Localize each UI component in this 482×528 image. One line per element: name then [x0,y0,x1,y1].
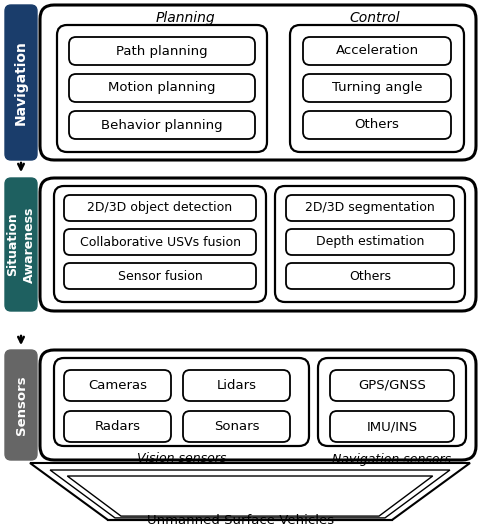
Text: Navigation sensors: Navigation sensors [333,452,452,466]
Text: Unmanned Surface Vehicles: Unmanned Surface Vehicles [147,514,335,527]
FancyBboxPatch shape [40,5,476,160]
FancyBboxPatch shape [5,350,37,460]
Text: Sonars: Sonars [214,420,259,433]
FancyBboxPatch shape [40,178,476,311]
FancyBboxPatch shape [183,370,290,401]
Text: Navigation: Navigation [14,40,28,125]
Text: Sensors: Sensors [14,375,27,435]
FancyBboxPatch shape [290,25,464,152]
FancyBboxPatch shape [69,74,255,102]
Text: Acceleration: Acceleration [335,44,418,58]
FancyBboxPatch shape [69,37,255,65]
FancyBboxPatch shape [303,111,451,139]
FancyBboxPatch shape [64,370,171,401]
FancyBboxPatch shape [64,195,256,221]
Text: Others: Others [349,269,391,282]
Text: 2D/3D segmentation: 2D/3D segmentation [305,202,435,214]
Text: Sensor fusion: Sensor fusion [118,269,202,282]
FancyBboxPatch shape [330,411,454,442]
FancyBboxPatch shape [54,358,309,446]
Text: Situation
Awareness: Situation Awareness [6,206,36,282]
FancyBboxPatch shape [57,25,267,152]
FancyBboxPatch shape [40,350,476,460]
FancyBboxPatch shape [330,370,454,401]
FancyBboxPatch shape [303,37,451,65]
FancyBboxPatch shape [286,195,454,221]
Text: Vision sensors: Vision sensors [137,452,226,466]
Text: Others: Others [355,118,400,131]
Text: Depth estimation: Depth estimation [316,235,424,249]
Text: Control: Control [349,11,401,25]
Text: Motion planning: Motion planning [108,81,216,95]
Text: IMU/INS: IMU/INS [366,420,417,433]
Text: 2D/3D object detection: 2D/3D object detection [87,202,232,214]
Text: Cameras: Cameras [88,379,147,392]
FancyBboxPatch shape [183,411,290,442]
Text: Path planning: Path planning [116,44,208,58]
Text: Lidars: Lidars [216,379,256,392]
FancyBboxPatch shape [5,5,37,160]
FancyBboxPatch shape [286,263,454,289]
Text: Turning angle: Turning angle [332,81,422,95]
Text: Behavior planning: Behavior planning [101,118,223,131]
FancyBboxPatch shape [318,358,466,446]
Text: Radars: Radars [94,420,140,433]
FancyBboxPatch shape [69,111,255,139]
FancyBboxPatch shape [5,178,37,311]
Text: Planning: Planning [155,11,215,25]
FancyBboxPatch shape [275,186,465,302]
FancyBboxPatch shape [64,411,171,442]
FancyBboxPatch shape [286,229,454,255]
Polygon shape [30,463,470,520]
FancyBboxPatch shape [64,263,256,289]
Text: Collaborative USVs fusion: Collaborative USVs fusion [80,235,241,249]
FancyBboxPatch shape [64,229,256,255]
FancyBboxPatch shape [303,74,451,102]
Text: GPS/GNSS: GPS/GNSS [358,379,426,392]
FancyBboxPatch shape [54,186,266,302]
